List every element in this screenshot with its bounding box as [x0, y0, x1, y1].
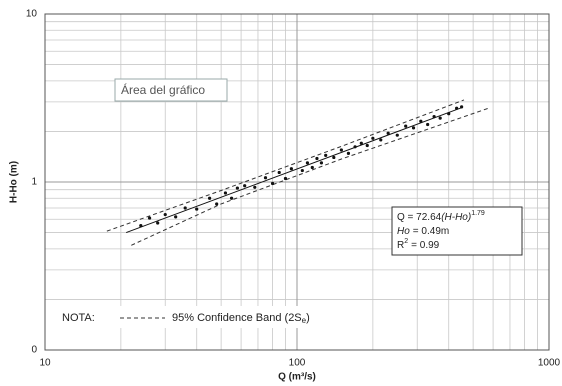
point — [315, 156, 319, 161]
note-label: NOTA: — [62, 312, 95, 324]
point — [386, 131, 390, 135]
ho-line: Ho = 0.49m — [397, 226, 449, 237]
point — [460, 105, 464, 109]
point — [253, 185, 257, 189]
point — [283, 176, 288, 181]
point — [310, 165, 314, 170]
note-subscript: e — [302, 316, 307, 325]
lower-band — [131, 107, 490, 246]
note-close: ) — [306, 312, 310, 324]
point — [270, 181, 275, 186]
point — [263, 176, 268, 180]
point — [319, 161, 324, 165]
equation-exponent: 1.79 — [471, 210, 485, 217]
fit — [126, 107, 462, 234]
point — [300, 168, 304, 173]
note-text: 95% Confidence Band (2Se) — [172, 312, 310, 325]
point — [411, 126, 416, 130]
ho-value: = 0.49m — [413, 226, 449, 237]
point — [289, 167, 293, 171]
annotation: Q = 72.64(H-Ho)1.79 Ho = 0.49m R2 = 0.99 — [391, 206, 523, 256]
y-tick-label: 0 — [31, 345, 37, 356]
y-tick-label: 1 — [31, 177, 37, 188]
point — [346, 151, 351, 155]
point — [332, 155, 336, 160]
point — [156, 221, 160, 225]
tooltip-box — [114, 78, 228, 102]
grid — [44, 13, 550, 351]
equation-base: (H-Ho) — [441, 212, 471, 223]
point — [395, 133, 399, 137]
note-bg — [56, 306, 356, 328]
point — [229, 196, 234, 200]
note: NOTA: 95% Confidence Band (2Se) — [56, 306, 356, 328]
point — [174, 215, 178, 219]
tooltip: Área del gráfico — [114, 78, 228, 102]
point — [147, 216, 152, 220]
point — [365, 143, 369, 148]
point — [139, 224, 143, 228]
point — [277, 170, 281, 175]
point — [426, 122, 430, 127]
point — [324, 153, 328, 157]
point — [432, 115, 436, 119]
x-tick-label: 100 — [289, 358, 306, 369]
point — [215, 202, 219, 206]
point — [419, 119, 423, 123]
point — [243, 184, 247, 188]
point — [379, 138, 383, 142]
tooltip-text: Área del gráfico — [121, 82, 205, 97]
annotation-box — [391, 206, 523, 256]
point — [183, 206, 187, 210]
x-axis-title: Q (m³/s) — [278, 372, 316, 383]
plot-border — [44, 13, 550, 351]
x-tick-label: 1000 — [538, 358, 561, 369]
y-tick-label: 10 — [26, 9, 38, 20]
point — [223, 191, 228, 195]
point — [305, 161, 310, 165]
y-axis-title: H-Ho (m) — [9, 161, 20, 203]
point — [371, 136, 375, 140]
point — [235, 186, 239, 190]
equation: Q = 72.64(H-Ho)1.79 — [397, 210, 485, 223]
r2-line: R2 = 0.99 — [397, 238, 440, 251]
point — [353, 145, 357, 149]
x-tick-label: 10 — [39, 358, 51, 369]
point — [455, 106, 459, 110]
upper-band — [106, 99, 465, 232]
point — [359, 141, 363, 145]
point — [208, 196, 212, 200]
r2-symbol: R — [397, 240, 404, 251]
note-main: 95% Confidence Band (2S — [172, 312, 302, 324]
point — [447, 112, 451, 116]
point — [163, 212, 167, 217]
r2-value: = 0.99 — [411, 240, 440, 251]
marks — [106, 99, 490, 246]
ho-symbol: Ho — [397, 226, 410, 237]
point — [438, 116, 442, 120]
point — [339, 148, 343, 152]
point — [195, 207, 199, 211]
r2-exponent: 2 — [404, 238, 408, 245]
point — [404, 124, 408, 128]
equation-lhs: Q = 72.64 — [397, 212, 442, 223]
